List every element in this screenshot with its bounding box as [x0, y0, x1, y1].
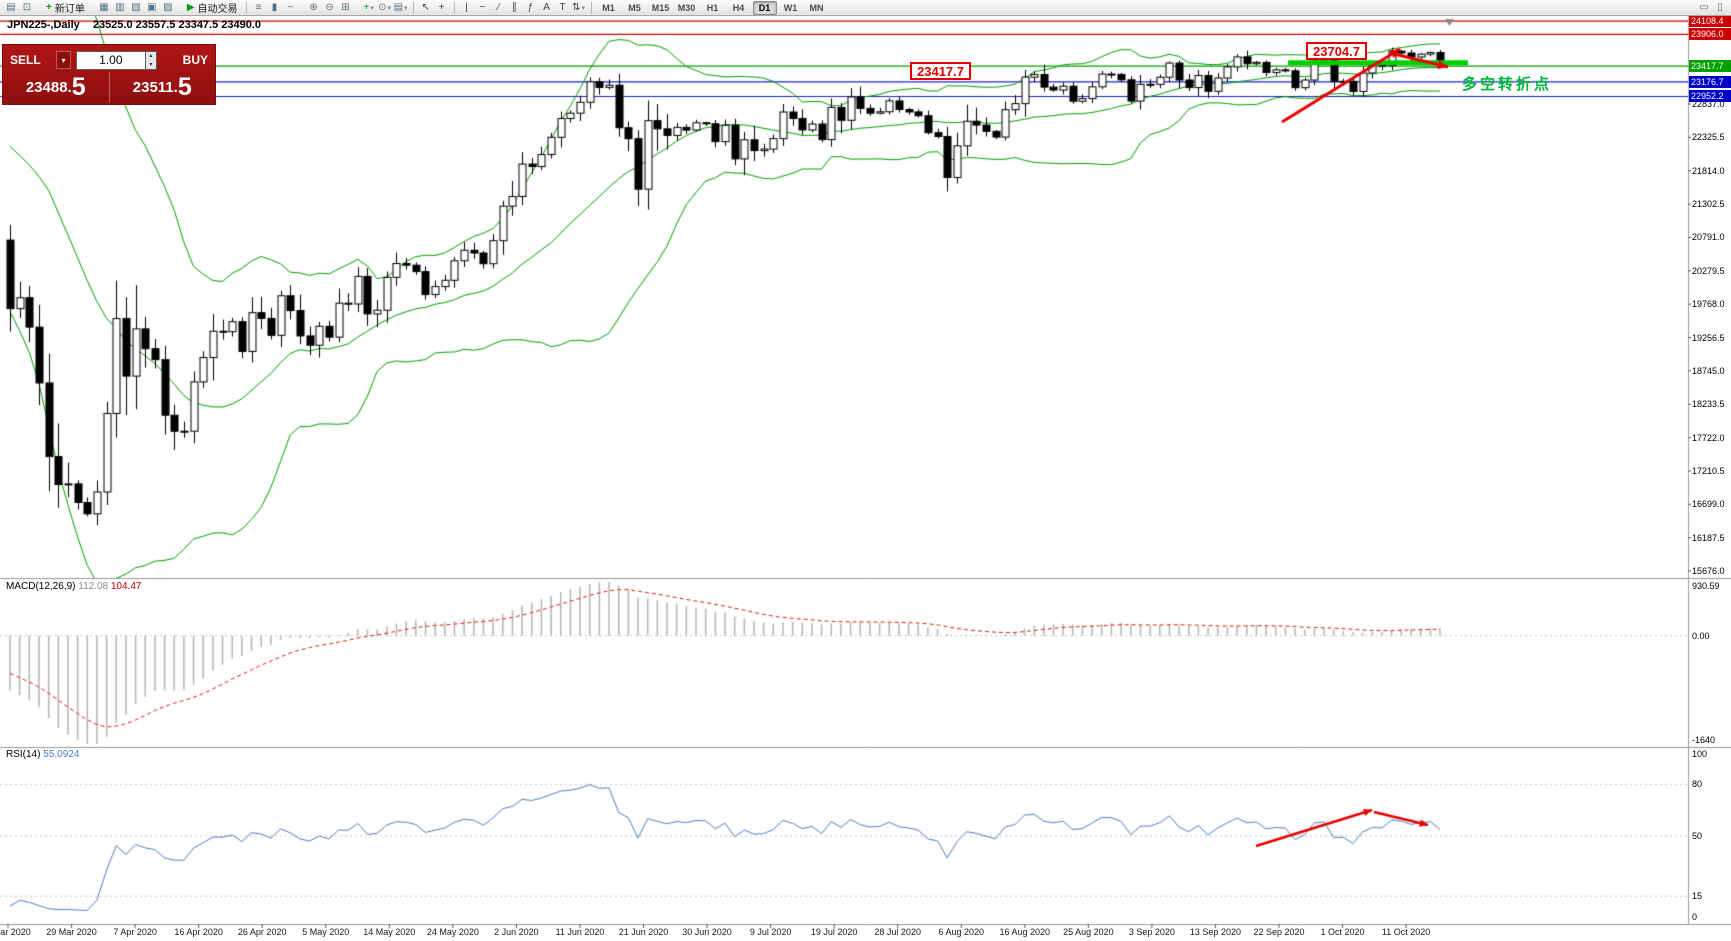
timeframe-button-mn[interactable]: MN — [809, 2, 824, 13]
timeframe-button-m15[interactable]: M15 — [651, 2, 670, 13]
arrows-tool-icon[interactable]: ⇅▾ — [572, 1, 585, 13]
volume-input[interactable] — [76, 50, 146, 70]
buy-button[interactable]: BUY — [162, 53, 212, 67]
price-level-callout-2[interactable]: 23704.7 — [1306, 42, 1367, 60]
data-window-icon[interactable]: ▥ — [115, 1, 125, 13]
chevron-down-icon: ▾ — [581, 4, 585, 12]
cursor-tool-icon[interactable]: ↖ — [421, 1, 430, 13]
toolbar-separator — [590, 1, 592, 14]
templates-icon[interactable]: ▤▾ — [393, 1, 408, 13]
timeframe-button-m5[interactable]: M5 — [628, 2, 641, 13]
open-file-icon[interactable]: ⊡ — [22, 1, 32, 13]
volume-spinner: ▴ ▾ — [145, 50, 157, 70]
vertical-line-tool-icon[interactable]: | — [465, 1, 468, 13]
buy-price[interactable]: 23511.5 — [108, 72, 216, 103]
zoom-out-icon[interactable]: ⊖ — [325, 1, 334, 13]
chevron-down-icon: ▾ — [387, 4, 391, 12]
fibonacci-tool-icon[interactable]: ƒ — [527, 1, 534, 13]
auto-trading-label: 自动交易 — [197, 4, 238, 15]
channel-tool-icon[interactable]: ∥ — [512, 1, 518, 13]
timeframe-button-h1[interactable]: H1 — [706, 2, 719, 13]
horizontal-line-tool-icon[interactable]: − — [479, 1, 486, 13]
text-tool-icon[interactable]: A — [543, 1, 550, 13]
rsi-indicator-label: RSI(14) 55.0924 — [6, 749, 80, 760]
candlestick-mode-icon[interactable]: ▮ — [271, 1, 278, 13]
indicators-list-icon[interactable]: +▾ — [363, 1, 374, 13]
new-chart-icon[interactable]: ▤ — [6, 1, 16, 13]
new-order-label: 新订单 — [54, 4, 85, 15]
toolbar: ▤ ⊡ + 新订单 ▦ ▥ ▧ ▣ ▨ ▶ 自动交易 ≡ ▮ ~ ⊕ ⊖ ⊞ +▾ ⊙▾ ▤▾ ↖ + | − ∕ ∥ ƒ A T ⇅▾ M… — [0, 0, 1731, 16]
chart-symbol-period: JPN225-,Daily — [7, 19, 80, 31]
turning-point-label[interactable]: 多空转折点 — [1462, 76, 1553, 93]
tile-windows-icon[interactable]: ⊞ — [341, 1, 350, 13]
chart-window-2-icon[interactable]: ▯ — [1717, 1, 1723, 13]
crosshair-tool-icon[interactable]: + — [438, 1, 445, 13]
timeframe-button-w1[interactable]: W1 — [783, 2, 798, 13]
strategy-tester-icon[interactable]: ▨ — [163, 1, 173, 13]
trade-options-dropdown[interactable]: ▾ — [56, 51, 71, 69]
timeframe-button-m30[interactable]: M30 — [677, 2, 696, 13]
toolbar-separator — [245, 1, 247, 14]
timeframe-button-m1[interactable]: M1 — [602, 2, 615, 13]
new-order-icon: + — [46, 2, 52, 13]
one-click-trading-panel: SELL ▾ ▴ ▾ BUY 23488.5 23511.5 — [2, 44, 216, 105]
timeframe-button-h4[interactable]: H4 — [732, 2, 745, 13]
volume-field-group: ▴ ▾ — [76, 50, 157, 70]
timeframe-button-d1[interactable]: D1 — [752, 0, 777, 15]
bar-chart-mode-icon[interactable]: ≡ — [255, 1, 262, 13]
terminal-icon[interactable]: ▣ — [147, 1, 157, 13]
navigator-icon[interactable]: ▧ — [131, 1, 141, 13]
macd-indicator-label: MACD(12,26,9) 112.08 104.47 — [6, 581, 142, 592]
auto-trading-icon: ▶ — [186, 2, 195, 13]
line-chart-mode-icon[interactable]: ~ — [287, 1, 294, 13]
price-level-callout-1[interactable]: 23417.7 — [910, 62, 971, 80]
chart-ohlc-values: 23525.0 23557.5 23347.5 23490.0 — [92, 19, 262, 31]
periods-icon[interactable]: ⊙▾ — [378, 1, 391, 13]
chevron-down-icon: ▾ — [404, 4, 408, 12]
toolbar-separator — [412, 1, 414, 14]
chart-title: JPN225-,Daily 23525.0 23557.5 23347.5 23… — [7, 19, 261, 31]
toolbar-separator — [453, 1, 455, 14]
auto-trading-button[interactable]: ▶ 自动交易 — [183, 1, 242, 15]
volume-down-button[interactable]: ▾ — [149, 61, 153, 68]
volume-up-button[interactable]: ▴ — [149, 52, 153, 59]
trendline-tool-icon[interactable]: ∕ — [497, 1, 500, 13]
market-watch-icon[interactable]: ▦ — [99, 1, 109, 13]
sell-price[interactable]: 23488.5 — [25, 73, 86, 101]
chevron-down-icon: ▾ — [370, 4, 374, 12]
chart-window-1-icon[interactable]: ▭ — [1699, 1, 1709, 13]
new-order-button[interactable]: + 新订单 — [42, 1, 89, 15]
chevron-down-icon: ▾ — [61, 55, 66, 65]
zoom-in-icon[interactable]: ⊕ — [309, 1, 318, 13]
sell-button[interactable]: SELL — [6, 53, 56, 67]
text-label-tool-icon[interactable]: T — [559, 1, 566, 13]
